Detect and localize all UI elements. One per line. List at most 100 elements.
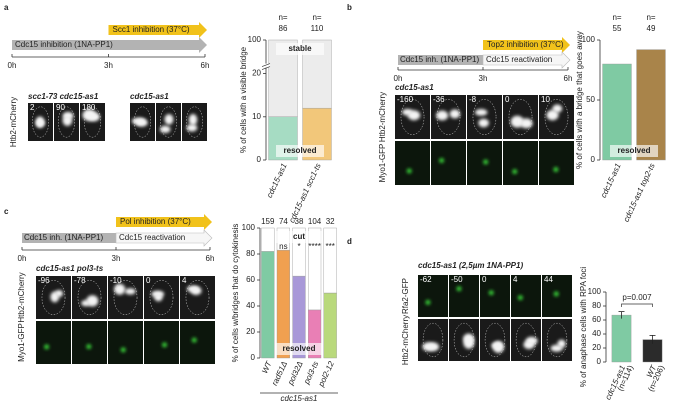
nucleus [520, 118, 533, 129]
gfp-signal [44, 344, 50, 350]
nucleus [186, 124, 198, 132]
gfp-signal [512, 169, 518, 175]
cell-outline [453, 322, 475, 358]
time-tick-label: 3h [479, 74, 488, 83]
nucleus [474, 108, 488, 116]
nucleus [82, 109, 97, 122]
reactivation-arrow [482, 51, 571, 69]
label-backdrop [275, 231, 323, 243]
treatment-label: Top2 inhibition (37°C) [487, 40, 564, 49]
nucleus [35, 116, 45, 128]
cell-outline [546, 322, 568, 358]
micrograph [480, 275, 510, 317]
nucleus [188, 113, 198, 126]
count-label: 86 [279, 24, 288, 33]
y-tick-label: 100 [582, 35, 596, 44]
y-tick-label: 20 [252, 69, 261, 78]
bar [261, 227, 275, 252]
count-label: 49 [647, 24, 656, 33]
micrograph [418, 319, 448, 361]
nucleus [436, 110, 449, 121]
count-label: 74 [279, 217, 288, 226]
gfp-signal [553, 291, 559, 297]
cell-outline [436, 99, 461, 135]
inhibition-bar [398, 55, 483, 65]
y-tick-label: 0 [597, 357, 602, 366]
bar [636, 49, 666, 161]
label-backdrop [276, 43, 324, 55]
cell-outline [186, 106, 203, 138]
time-stamp: -160 [397, 95, 414, 104]
y-axis-label: % of anaphase cells with RPA foci [579, 267, 588, 388]
treatment-arrow [116, 214, 212, 230]
bar [323, 292, 337, 359]
micrograph [542, 319, 572, 361]
micrograph [395, 141, 430, 185]
count-label: 110 [311, 24, 324, 33]
channel-label: Htb2-mCherry [401, 315, 410, 365]
panel-label: c [4, 207, 9, 216]
count-label: 159 [261, 217, 275, 226]
treatment-arrow [483, 37, 570, 53]
cell-outline [58, 106, 75, 138]
x-tick-label: cdc15-as1 [265, 162, 289, 199]
time-stamp: 4 [182, 276, 187, 285]
series-label: stable [288, 44, 312, 53]
inhibition-arrow [12, 37, 207, 53]
y-axis-label: % of cells w/bridges that do cytokinesis [231, 224, 240, 363]
time-tick-label: 3h [104, 61, 113, 70]
cell-outline [422, 322, 444, 358]
treatment-label: Scc1 inhibition (37°C) [113, 25, 190, 34]
count-prefix: n= [646, 13, 655, 22]
y-tick-label: 0 [591, 155, 596, 164]
series-label: resolved [284, 146, 317, 155]
nucleus [402, 108, 413, 116]
bar [261, 251, 275, 359]
treatment-arrow [108, 22, 207, 38]
nucleus [190, 286, 202, 296]
nucleus [62, 111, 74, 120]
nucleus [124, 288, 136, 295]
time-stamp: -50 [451, 275, 463, 284]
time-stamp: -96 [38, 276, 50, 285]
label-backdrop [275, 343, 323, 355]
time-stamp: 44 [544, 275, 553, 284]
nucleus [546, 109, 559, 121]
micrograph [180, 321, 215, 364]
panel-label: b [347, 3, 352, 12]
y-axis-label: % of cells with a bridge that goes away [575, 31, 584, 169]
gfp-signal [120, 347, 126, 353]
y-tick-label: 40 [246, 301, 255, 310]
nucleus [81, 300, 91, 307]
cell-outline [544, 99, 569, 135]
channel-label: Htb2-mCherry [9, 97, 18, 147]
nucleus [523, 340, 535, 350]
cell-outline [113, 280, 138, 315]
inhibition-label: Cdc15 inh. (1NA-PP1) [400, 55, 479, 64]
nucleus [159, 125, 171, 134]
nucleus [550, 344, 563, 352]
cell-outline [134, 106, 151, 138]
cell-outline [508, 99, 533, 135]
y-tick-label: 80 [246, 249, 255, 258]
series-label: resolved [283, 344, 316, 353]
cell-outline [484, 322, 506, 358]
y-tick-label: 0 [251, 353, 256, 362]
x-tick-label: cdc15-as1 top2-ts [622, 162, 657, 223]
inhibition-label: Cdc15 inh. (1NA-PP1) [24, 233, 103, 242]
y-tick-label: 100 [588, 287, 602, 296]
nucleus [164, 114, 174, 125]
time-stamp: 0 [505, 95, 510, 104]
axis-break [262, 63, 270, 68]
nucleus [54, 289, 64, 297]
nucleus [491, 342, 502, 349]
time-stamp: 90 [56, 103, 65, 112]
count-prefix: n= [312, 13, 321, 22]
gfp-signal [488, 290, 494, 296]
nucleus [114, 283, 126, 295]
reactivation-arrow [115, 229, 213, 247]
count-label: 32 [326, 217, 335, 226]
micrograph [418, 275, 448, 317]
count-prefix: n= [278, 13, 287, 22]
